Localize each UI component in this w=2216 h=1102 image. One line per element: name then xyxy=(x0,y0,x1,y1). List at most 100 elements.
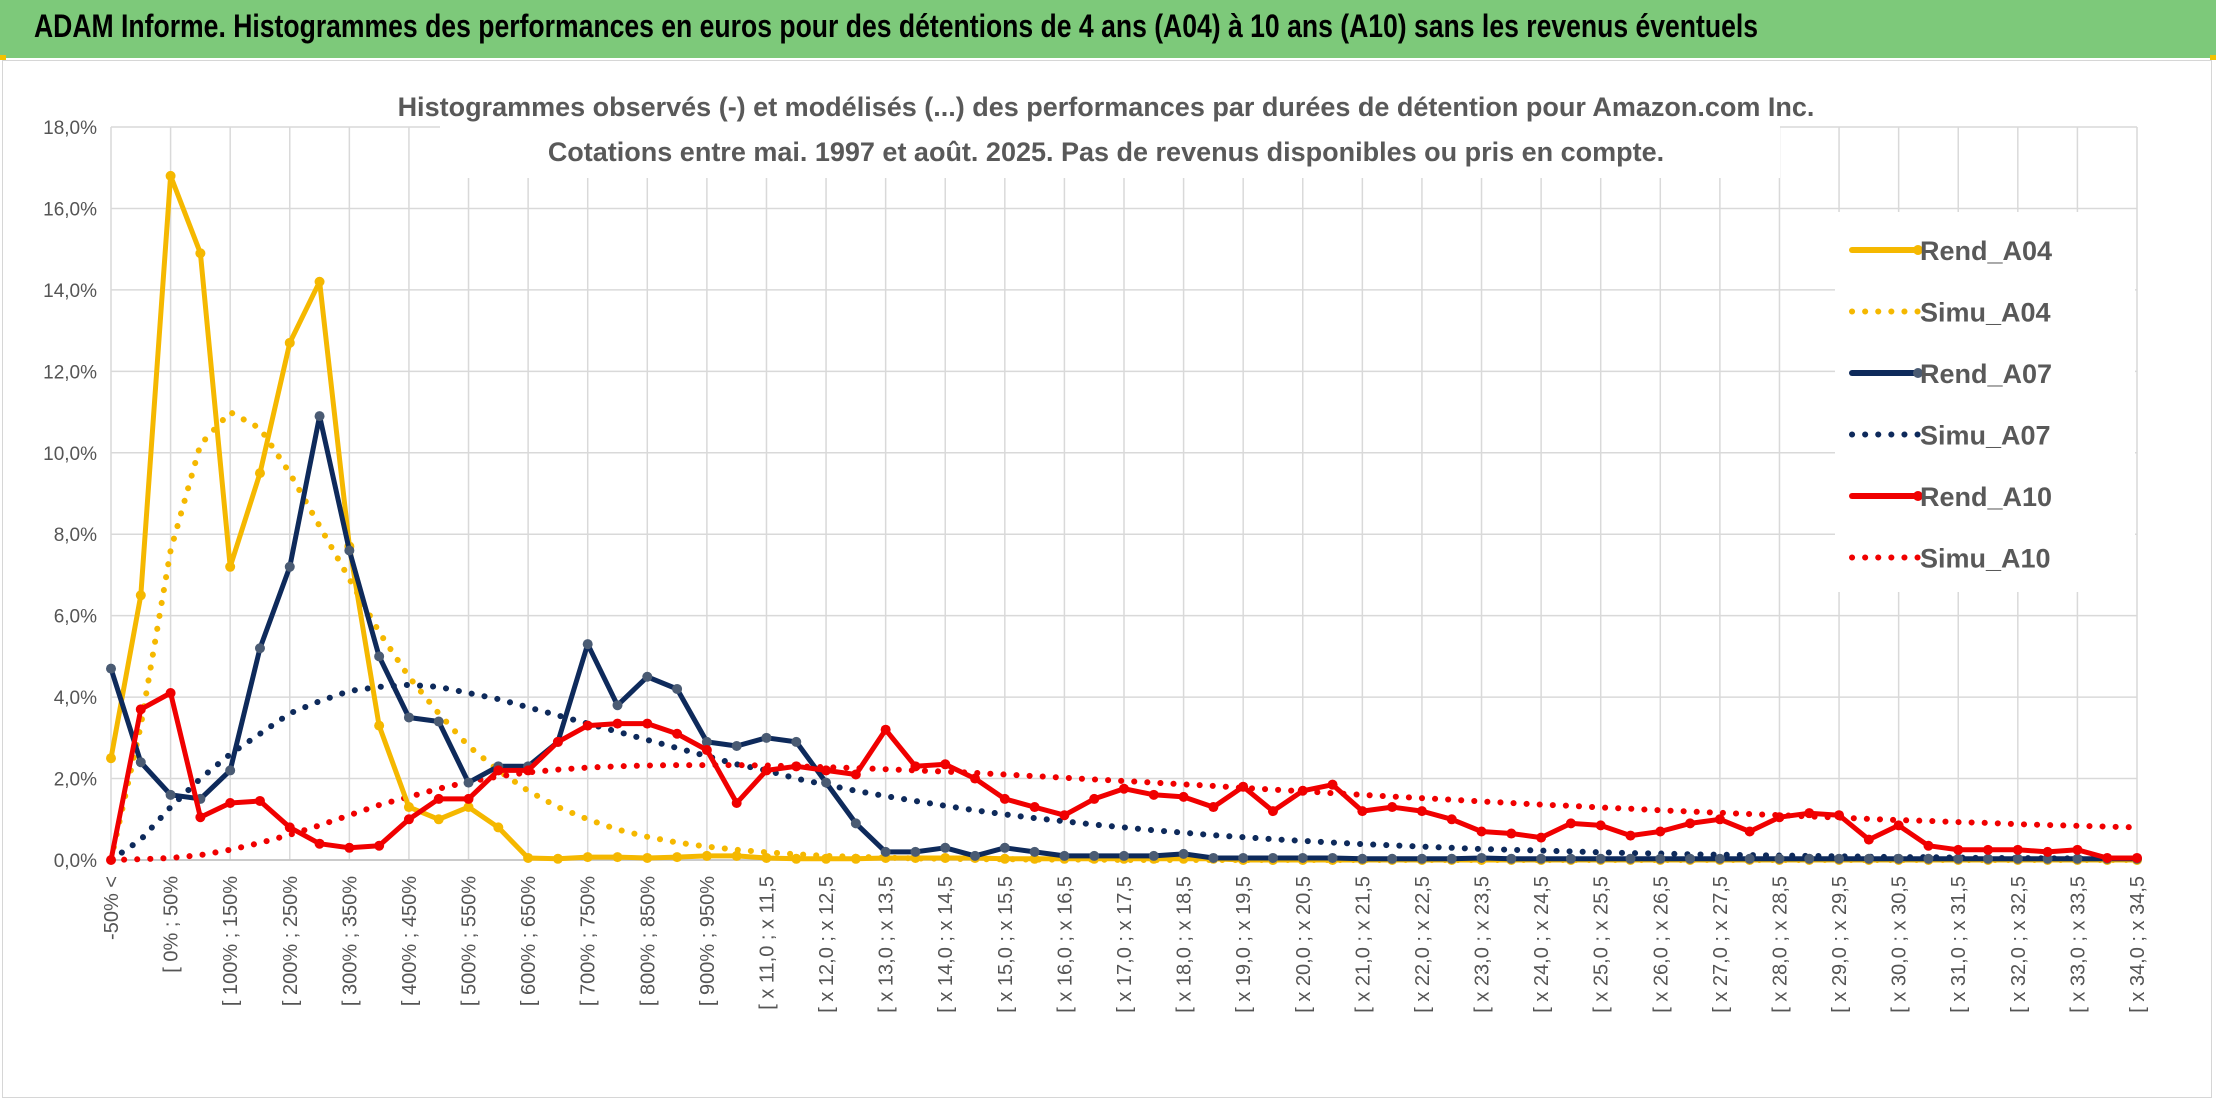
data-point-rend_a07 xyxy=(1476,852,1487,863)
x-tick-label: [ x 31,0 ; x 31,5 xyxy=(1948,876,1970,1013)
legend-marker-rend_a07 xyxy=(1913,368,1923,378)
data-point-rend_a07 xyxy=(1863,853,1874,864)
data-point-rend_a10 xyxy=(2132,852,2142,863)
y-tick-label: 0,0% xyxy=(54,851,97,872)
data-point-rend_a10 xyxy=(761,765,772,776)
data-point-rend_a07 xyxy=(1178,848,1189,859)
x-tick-label: [ 400% ; 450% xyxy=(399,876,421,1006)
x-tick-label: [ 700% ; 750% xyxy=(578,876,600,1006)
data-point-rend_a07 xyxy=(672,683,683,694)
x-tick-label: [ 300% ; 350% xyxy=(339,876,361,1006)
data-point-rend_a07 xyxy=(1387,853,1398,864)
y-tick-label: 2,0% xyxy=(54,770,97,791)
data-point-rend_a10 xyxy=(314,838,325,849)
x-tick-label: [ x 15,0 ; x 15,5 xyxy=(995,876,1017,1013)
data-point-rend_a04 xyxy=(672,852,683,863)
data-point-rend_a10 xyxy=(1923,840,1934,851)
y-tick-label: 10,0% xyxy=(43,444,97,465)
data-point-rend_a04 xyxy=(761,852,772,863)
x-tick-label: [ x 13,0 ; x 13,5 xyxy=(876,876,898,1013)
data-point-rend_a10 xyxy=(731,797,742,808)
chart-title-line: Histogrammes observés (-) et modélisés (… xyxy=(398,92,1815,122)
data-point-rend_a07 xyxy=(1804,853,1815,864)
data-point-rend_a07 xyxy=(1267,852,1278,863)
data-point-rend_a07 xyxy=(1208,852,1219,863)
data-point-rend_a10 xyxy=(582,720,593,731)
legend-marker-rend_a04 xyxy=(1913,245,1923,255)
y-tick-label: 12,0% xyxy=(43,362,97,383)
data-point-rend_a10 xyxy=(999,793,1010,804)
data-point-rend_a10 xyxy=(1476,826,1487,837)
data-point-rend_a04 xyxy=(195,248,206,259)
data-point-rend_a07 xyxy=(1625,853,1636,864)
x-tick-label: [ x 18,0 ; x 18,5 xyxy=(1174,876,1196,1013)
data-point-rend_a04 xyxy=(165,170,176,181)
data-point-rend_a04 xyxy=(552,853,563,864)
y-tick-label: 4,0% xyxy=(54,688,97,709)
data-point-rend_a10 xyxy=(850,769,861,780)
data-point-rend_a07 xyxy=(612,700,623,711)
data-point-rend_a07 xyxy=(1565,853,1576,864)
data-point-rend_a10 xyxy=(1059,810,1070,821)
data-point-rend_a10 xyxy=(195,812,206,823)
data-point-rend_a04 xyxy=(106,753,116,764)
y-tick-label: 18,0% xyxy=(43,118,97,139)
x-tick-label: [ x 19,0 ; x 19,5 xyxy=(1233,876,1255,1013)
data-point-rend_a10 xyxy=(135,704,146,715)
data-point-rend_a10 xyxy=(880,724,891,735)
data-point-rend_a10 xyxy=(2042,846,2053,857)
data-point-rend_a10 xyxy=(701,745,712,756)
data-point-rend_a07 xyxy=(403,712,414,723)
x-tick-label: [ x 32,0 ; x 32,5 xyxy=(2008,876,2030,1013)
legend-marker-rend_a10 xyxy=(1913,491,1923,501)
x-tick-label: [ x 20,0 ; x 20,5 xyxy=(1293,876,1315,1013)
x-tick-label: [ x 33,0 ; x 33,5 xyxy=(2067,876,2089,1013)
data-point-rend_a07 xyxy=(1893,853,1904,864)
series-line-simu_a07 xyxy=(108,681,2140,863)
data-point-rend_a07 xyxy=(1327,852,1338,863)
x-tick-label: [ x 22,0 ; x 22,5 xyxy=(1412,876,1434,1013)
data-point-rend_a07 xyxy=(1119,850,1129,861)
data-point-rend_a04 xyxy=(821,853,832,864)
x-tick-label: [ x 26,0 ; x 26,5 xyxy=(1650,876,1672,1013)
data-point-rend_a10 xyxy=(1685,818,1696,829)
data-point-rend_a07 xyxy=(1357,853,1368,864)
data-point-rend_a10 xyxy=(1178,791,1189,802)
data-point-rend_a10 xyxy=(1983,844,1994,855)
data-point-rend_a10 xyxy=(493,765,504,776)
data-point-rend_a10 xyxy=(1297,785,1308,796)
data-point-rend_a04 xyxy=(523,852,534,863)
data-point-rend_a10 xyxy=(1387,802,1398,813)
chart-title-background xyxy=(440,82,1780,178)
report-header-banner: ADAM Informe. Histogrammes des performan… xyxy=(0,0,2216,58)
data-point-rend_a07 xyxy=(225,765,236,776)
data-point-rend_a07 xyxy=(1714,853,1725,864)
data-point-rend_a07 xyxy=(1983,853,1994,864)
data-point-rend_a10 xyxy=(2012,844,2023,855)
data-point-rend_a10 xyxy=(1834,810,1845,821)
legend-label-rend_a07: Rend_A07 xyxy=(1920,359,2052,389)
data-point-rend_a04 xyxy=(612,852,623,863)
data-point-rend_a04 xyxy=(940,852,951,863)
data-point-rend_a10 xyxy=(344,842,355,853)
data-point-rend_a10 xyxy=(1416,806,1427,817)
data-point-rend_a07 xyxy=(106,663,116,674)
data-point-rend_a10 xyxy=(1446,814,1457,825)
data-point-rend_a07 xyxy=(1774,853,1785,864)
data-point-rend_a10 xyxy=(433,793,444,804)
data-point-rend_a10 xyxy=(463,793,474,804)
data-point-rend_a10 xyxy=(165,688,176,699)
data-point-rend_a07 xyxy=(2072,853,2083,864)
data-point-rend_a10 xyxy=(1238,781,1249,792)
data-point-rend_a07 xyxy=(2012,853,2023,864)
data-point-rend_a07 xyxy=(374,651,385,662)
data-point-rend_a10 xyxy=(552,736,563,747)
data-point-rend_a07 xyxy=(1059,850,1070,861)
data-point-rend_a10 xyxy=(821,765,832,776)
data-point-rend_a07 xyxy=(1923,853,1934,864)
x-tick-label: [ x 16,0 ; x 16,5 xyxy=(1054,876,1076,1013)
data-point-rend_a10 xyxy=(642,718,653,729)
data-point-rend_a10 xyxy=(1267,806,1278,817)
data-point-rend_a07 xyxy=(1536,853,1547,864)
legend-label-simu_a07: Simu_A07 xyxy=(1920,421,2051,451)
